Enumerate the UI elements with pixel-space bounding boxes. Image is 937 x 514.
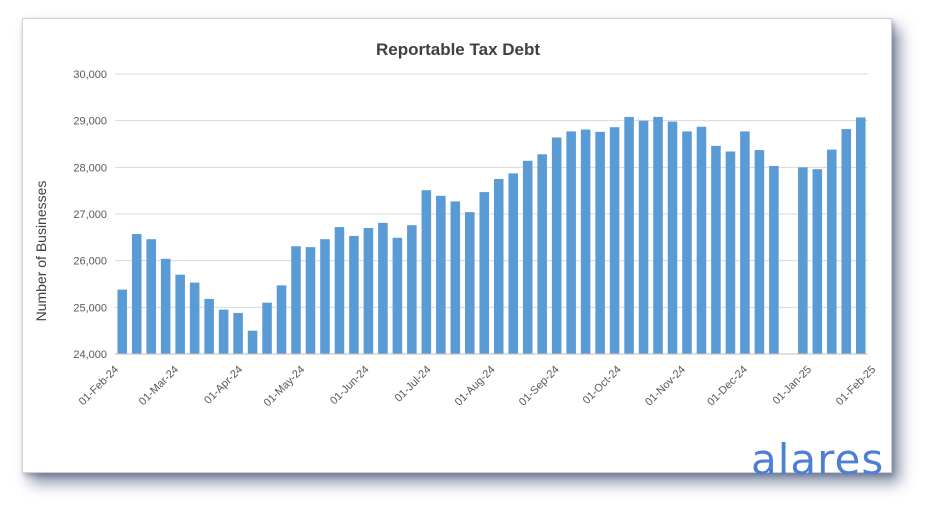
y-axis-title: Number of Businesses [33,181,49,322]
y-tick-label: 24,000 [73,349,107,361]
bar [131,234,142,354]
bar [276,285,287,354]
bar [609,127,620,354]
bar [218,309,229,354]
x-tick-label: 01-Feb-25 [834,364,878,408]
x-tick-label: 01-Nov-24 [643,364,688,409]
bar [624,116,634,355]
bar [696,126,707,354]
x-tick-label: 01-Jul-24 [393,364,434,405]
x-tick-label: 01-Dec-24 [705,364,750,409]
bar [291,246,301,354]
bar [580,129,591,354]
x-tick-label: 01-Mar-24 [137,364,181,408]
x-tick-label: 01-Aug-24 [453,364,498,409]
x-tick-label: 01-Sep-24 [517,364,562,409]
bar [363,228,374,354]
bar [305,247,316,354]
x-tick-label: 01-Jun-24 [328,364,372,408]
bar [638,120,649,354]
x-tick-label: 01-Apr-24 [202,364,245,407]
bar [522,160,533,354]
bar [189,282,200,354]
chart-card: Reportable Tax Debt 24,000 25,000 26,000 27… [22,18,892,481]
y-tick-label: 27,000 [73,209,107,221]
bar [595,131,605,354]
y-tick-label: 28,000 [73,162,107,174]
bar [479,192,490,354]
x-axis-ticks: 01-Feb-24 01-Mar-24 01-Apr-24 01-May-24 01-J… [77,364,879,410]
bars [117,116,866,355]
bar [667,121,678,354]
y-tick-label: 25,000 [73,302,107,314]
bar-chart: Reportable Tax Debt 24,000 25,000 26,000 27… [33,40,879,410]
bar [812,169,823,354]
y-tick-label: 30,000 [73,69,107,81]
bar [334,227,345,354]
bar [740,131,750,354]
y-axis-ticks: 24,000 25,000 26,000 27,000 28,000 29,000 30,0… [73,69,107,361]
bar [566,131,576,354]
bar [855,117,866,355]
bar [827,149,837,354]
bar [769,165,779,354]
bar [146,239,156,354]
bar [262,302,272,354]
x-tick-label: 01-Oct-24 [581,364,624,407]
bar [537,154,547,354]
bar [320,239,330,354]
bar [551,137,562,354]
bar [841,129,852,354]
bar [233,312,243,354]
bar [349,235,359,354]
bar [247,330,258,354]
bar [711,145,721,354]
bar [450,201,461,354]
bar [392,237,403,354]
y-tick-label: 29,000 [73,116,107,128]
bar [204,298,214,354]
bar [798,167,808,354]
bar [407,225,417,354]
bar [682,131,692,354]
bar [175,274,185,354]
bar [436,195,446,354]
bar [160,258,171,354]
bar [465,212,475,354]
bar [653,116,663,355]
x-tick-label: 01-Feb-24 [77,364,121,408]
chart-title: Reportable Tax Debt [376,40,540,59]
y-tick-label: 26,000 [73,256,107,268]
bar [754,150,765,354]
bar [508,173,518,354]
alares-logo: alares [751,435,885,484]
x-tick-label: 01-Jan-25 [771,364,815,408]
bar [725,151,736,354]
bar [493,179,504,354]
bar [421,190,432,354]
bar [378,222,388,354]
x-tick-label: 01-May-24 [262,364,308,410]
bar [117,289,128,354]
